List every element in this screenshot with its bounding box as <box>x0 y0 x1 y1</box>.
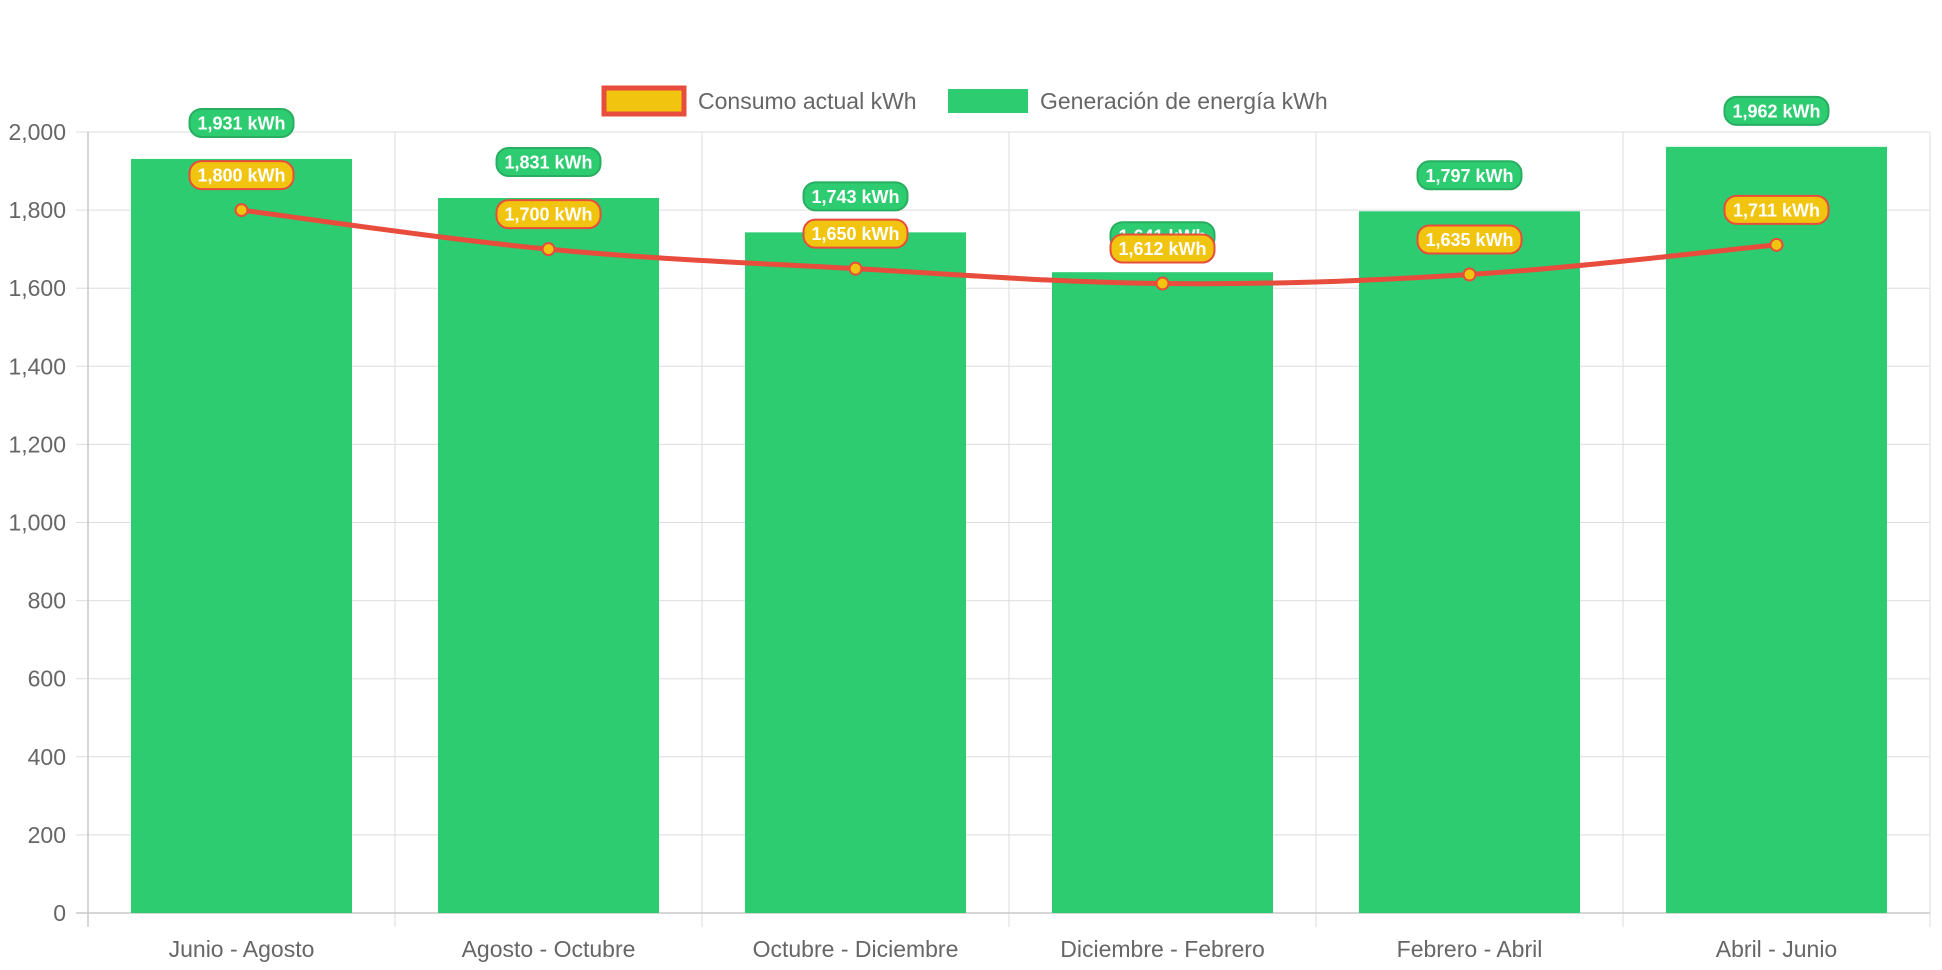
bar-value-label: 1,962 kWh <box>1732 101 1820 121</box>
x-tick-label: Febrero - Abril <box>1397 936 1543 962</box>
bar[interactable] <box>437 197 660 913</box>
bar[interactable] <box>744 232 967 913</box>
generation-bars <box>130 146 1888 914</box>
bar-value-label-bg <box>188 107 295 138</box>
bar[interactable] <box>1358 211 1581 914</box>
bar[interactable] <box>1665 146 1888 914</box>
line-value-label: 1,635 kWh <box>1425 230 1513 250</box>
consumption-line <box>234 203 1784 291</box>
line-value-label-bg <box>1109 233 1216 264</box>
legend-label-generacion: Generación de energía kWh <box>1040 88 1328 114</box>
line-value-label: 1,711 kWh <box>1733 200 1820 220</box>
x-tick-label: Octubre - Diciembre <box>753 936 959 962</box>
y-tick-label: 2,000 <box>8 119 66 145</box>
legend[interactable]: Consumo actual kWh Generación de energía … <box>601 85 1328 117</box>
bar-value-label-bg <box>1416 160 1523 191</box>
consumption-point[interactable] <box>848 261 863 276</box>
bar-value-label: 1,931 kWh <box>197 113 285 133</box>
bar[interactable] <box>130 158 353 913</box>
y-tick-label: 800 <box>28 588 66 614</box>
y-tick-label: 400 <box>28 744 66 770</box>
consumption-point[interactable] <box>1462 267 1477 282</box>
line-value-label-bg <box>1723 194 1830 225</box>
y-tick-label: 600 <box>28 666 66 692</box>
consumption-line-path <box>239 207 1779 287</box>
x-axis: Junio - Agosto Agosto - Octubre Octubre - … <box>169 936 1838 962</box>
bar-value-label-bg <box>495 146 602 177</box>
line-value-label-bg <box>802 218 909 249</box>
x-tick-label: Abril - Junio <box>1716 936 1837 962</box>
consumption-point[interactable] <box>541 242 556 257</box>
x-tick-label: Diciembre - Febrero <box>1060 936 1265 962</box>
y-tick-label: 1,200 <box>8 431 66 457</box>
legend-swatch-generacion[interactable] <box>948 89 1028 113</box>
bar-value-label: 1,831 kWh <box>504 152 592 172</box>
consumption-point[interactable] <box>1769 237 1784 252</box>
bar-value-label-bg <box>802 181 909 212</box>
y-tick-label: 200 <box>28 822 66 848</box>
line-value-label-bg <box>1416 224 1523 255</box>
bar[interactable] <box>1051 272 1274 913</box>
line-value-label: 1,612 kWh <box>1118 239 1206 259</box>
line-value-label-bg <box>188 160 295 191</box>
line-value-label: 1,700 kWh <box>504 205 592 225</box>
y-tick-label: 1,600 <box>8 275 66 301</box>
legend-label-consumo: Consumo actual kWh <box>698 88 917 114</box>
grid-lines <box>76 131 1931 927</box>
line-value-label: 1,650 kWh <box>811 224 899 244</box>
consumption-point[interactable] <box>234 203 249 218</box>
y-tick-label: 1,400 <box>8 353 66 379</box>
bar-value-label-bg <box>1723 95 1830 126</box>
legend-swatch-consumo[interactable] <box>601 85 687 117</box>
y-tick-label: 0 <box>53 900 66 926</box>
x-tick-label: Agosto - Octubre <box>462 936 636 962</box>
bar-value-label: 1,743 kWh <box>811 187 899 207</box>
y-tick-label: 1,000 <box>8 510 66 536</box>
y-tick-label: 1,800 <box>8 197 66 223</box>
x-tick-label: Junio - Agosto <box>169 936 315 962</box>
bar-value-label: 1,797 kWh <box>1425 166 1513 186</box>
line-value-label-bg <box>495 199 602 230</box>
consumption-point[interactable] <box>1155 276 1170 291</box>
y-axis: 0 200 400 600 800 1,000 1,200 1,400 1,600 1,800 2,… <box>8 119 66 926</box>
line-value-label: 1,800 kWh <box>197 166 285 186</box>
